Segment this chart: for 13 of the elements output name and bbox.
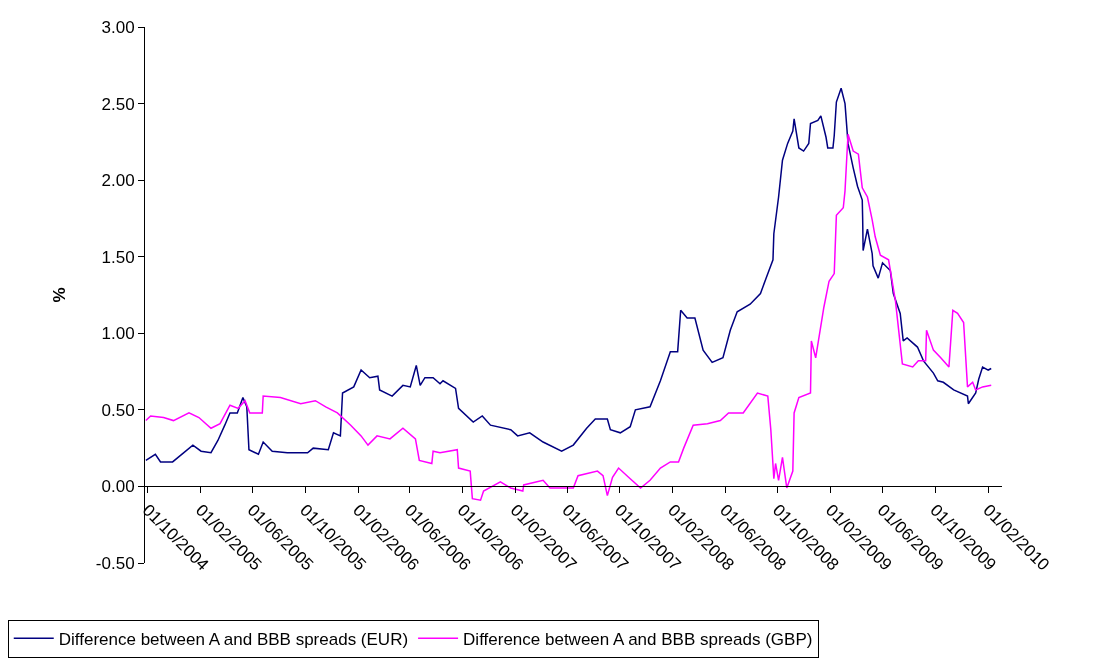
y-tick-label: 3.00: [101, 17, 135, 37]
line-series: [145, 133, 992, 501]
y-axis-title: %: [50, 287, 70, 303]
y-tick-label: 2.50: [101, 94, 135, 114]
legend-label: Difference between A and BBB spreads (GBP): [463, 629, 813, 649]
y-tick-label: 0.50: [101, 400, 135, 420]
y-tick-label: 1.50: [101, 247, 135, 267]
y-tick-label: -0.50: [95, 553, 135, 573]
y-tick-label: 1.00: [101, 324, 135, 344]
legend-label: Difference between A and BBB spreads (EUR): [58, 629, 409, 649]
line-series: [145, 87, 992, 463]
y-tick-label: 2.00: [101, 171, 135, 191]
y-tick-label: 0.00: [101, 477, 135, 497]
